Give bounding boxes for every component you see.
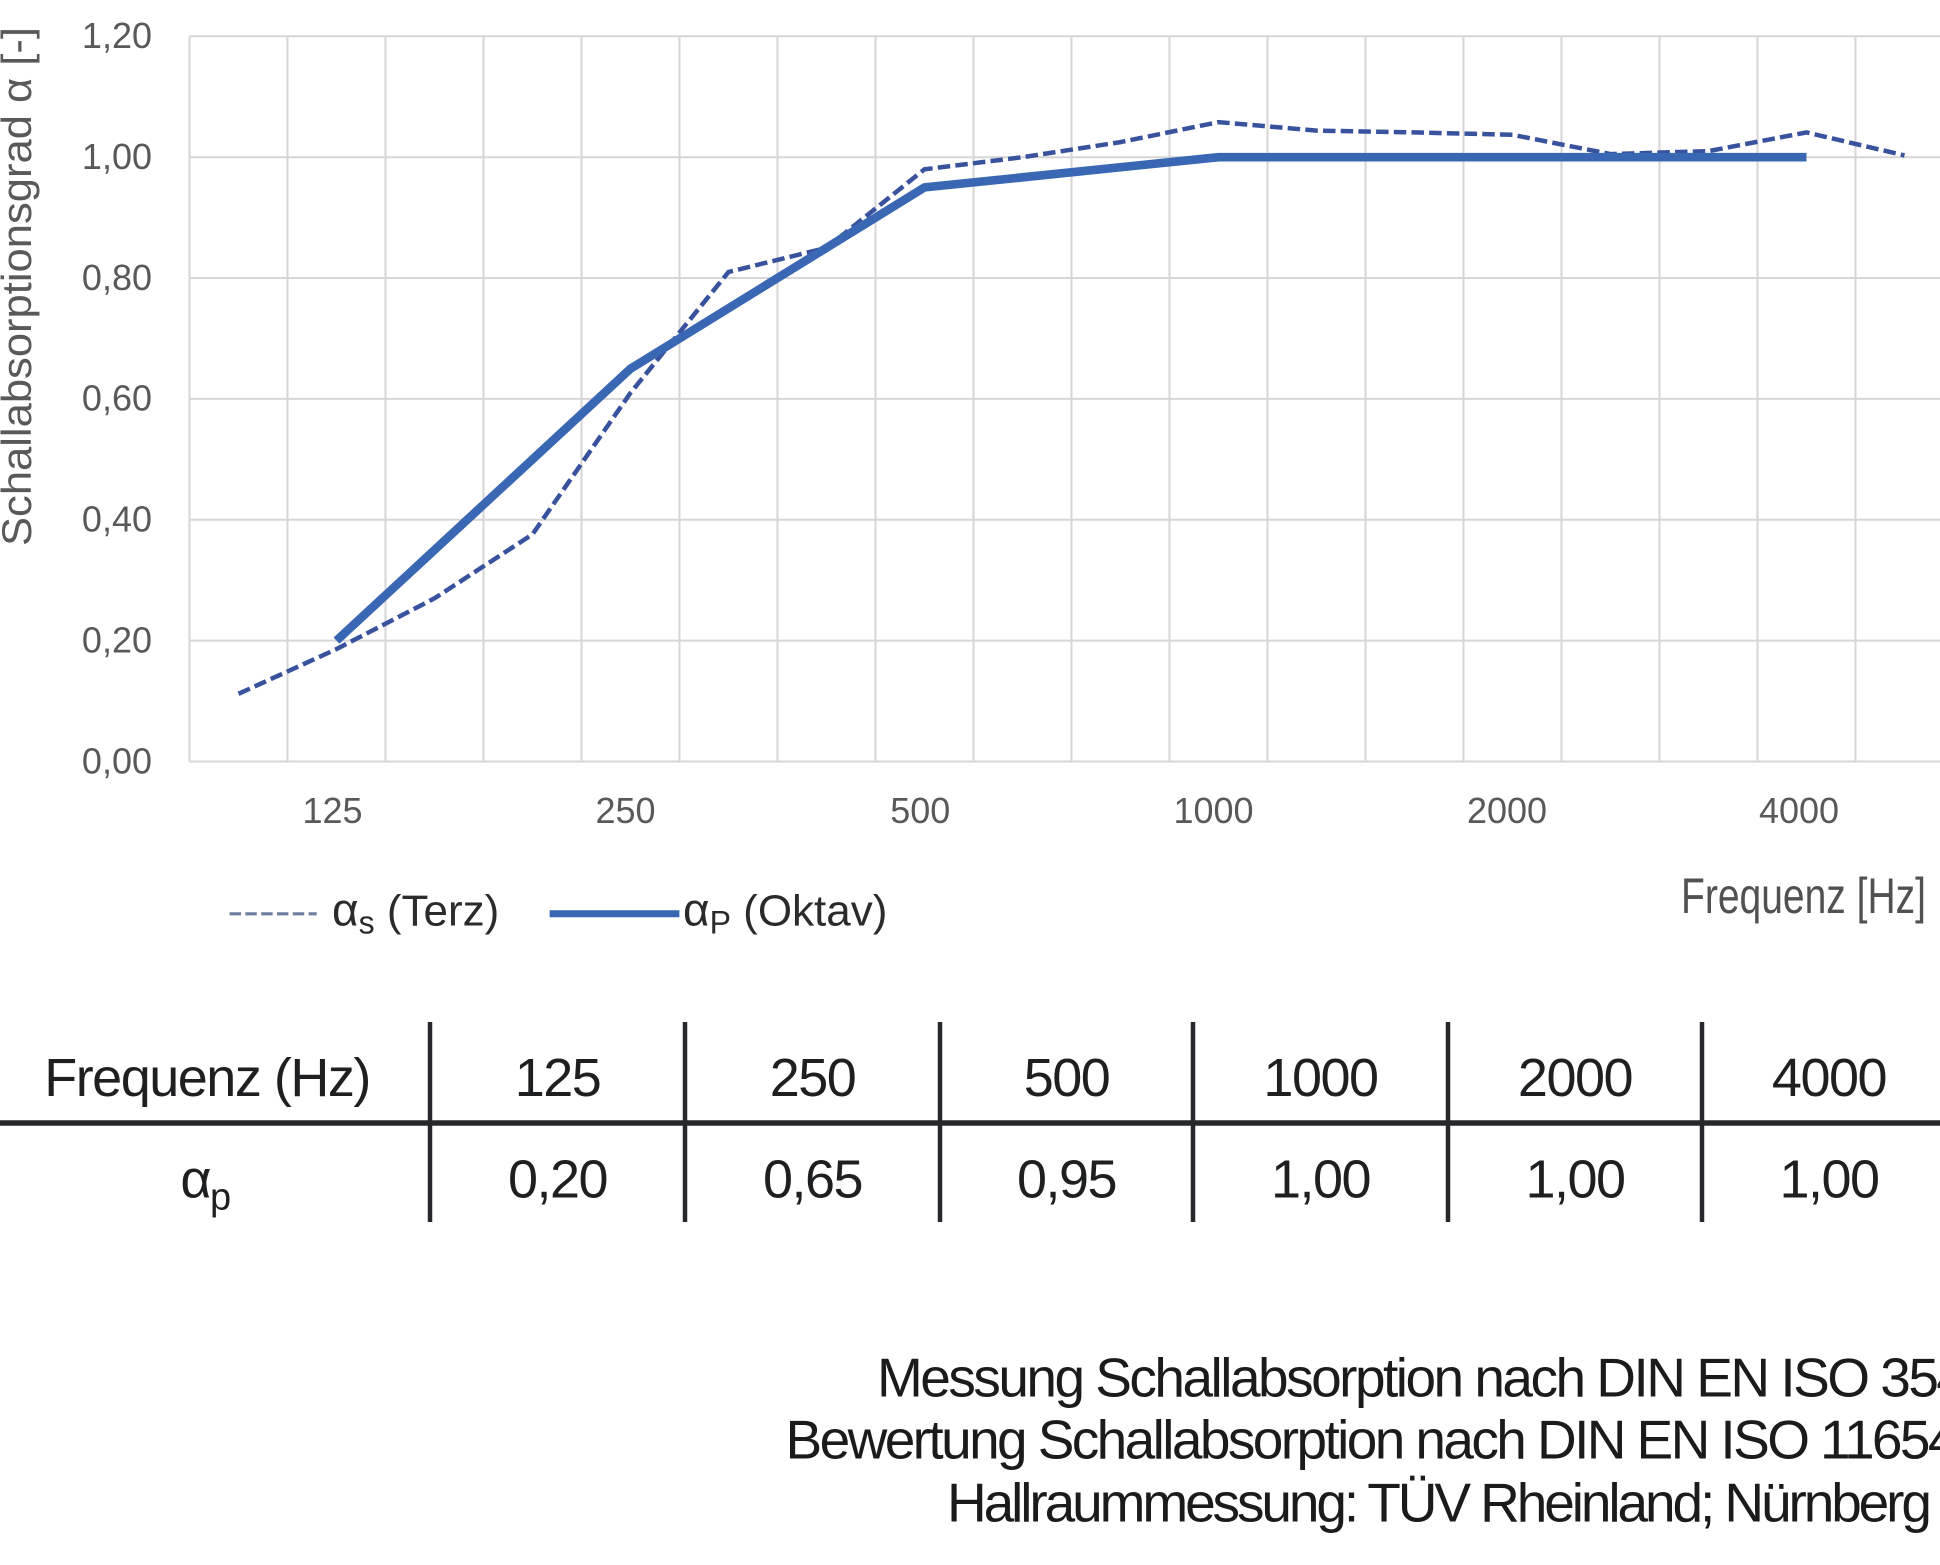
svg-text:0,65: 0,65 (763, 1150, 862, 1210)
svg-text:1,00: 1,00 (1271, 1150, 1370, 1210)
svg-text:Frequenz (Hz): Frequenz (Hz) (44, 1048, 370, 1108)
svg-text:0,95: 0,95 (1017, 1150, 1116, 1210)
svg-text:1,00: 1,00 (1525, 1150, 1624, 1210)
svg-text:Hallraummessung: TÜV Rheinland: Hallraummessung: TÜV Rheinland; Nürnberg (947, 1472, 1932, 1534)
svg-text:250: 250 (595, 790, 655, 831)
svg-text:0,60: 0,60 (82, 378, 152, 419)
svg-text:250: 250 (770, 1048, 856, 1108)
svg-text:1000: 1000 (1263, 1048, 1377, 1108)
svg-text:4000: 4000 (1772, 1048, 1886, 1108)
svg-text:2000: 2000 (1467, 790, 1547, 831)
svg-text:125: 125 (515, 1048, 601, 1108)
svg-text:0,00: 0,00 (82, 740, 152, 781)
svg-text:0,20: 0,20 (82, 619, 152, 660)
svg-text:0,20: 0,20 (508, 1150, 607, 1210)
svg-text:4000: 4000 (1759, 790, 1839, 831)
svg-text:1000: 1000 (1173, 790, 1253, 831)
svg-text:1,00: 1,00 (82, 136, 152, 177)
svg-text:1,00: 1,00 (1779, 1150, 1878, 1210)
svg-text:2000: 2000 (1518, 1048, 1632, 1108)
svg-text:500: 500 (1024, 1048, 1110, 1108)
svg-text:Bewertung Schallabsorption nac: Bewertung Schallabsorption nach DIN EN I… (786, 1409, 1940, 1471)
svg-text:Frequenz [Hz]: Frequenz [Hz] (1681, 868, 1926, 924)
svg-text:αs (Terz): αs (Terz) (332, 884, 499, 941)
svg-text:Messung Schallabsorption nach: Messung Schallabsorption nach DIN EN ISO… (877, 1347, 1940, 1409)
svg-text:125: 125 (302, 790, 362, 831)
svg-text:0,40: 0,40 (82, 499, 152, 540)
svg-text:0,80: 0,80 (82, 257, 152, 298)
svg-text:1,20: 1,20 (82, 15, 152, 56)
svg-text:500: 500 (890, 790, 950, 831)
svg-text:Schallabsorptionsgrad α [-]: Schallabsorptionsgrad α [-] (0, 27, 40, 546)
